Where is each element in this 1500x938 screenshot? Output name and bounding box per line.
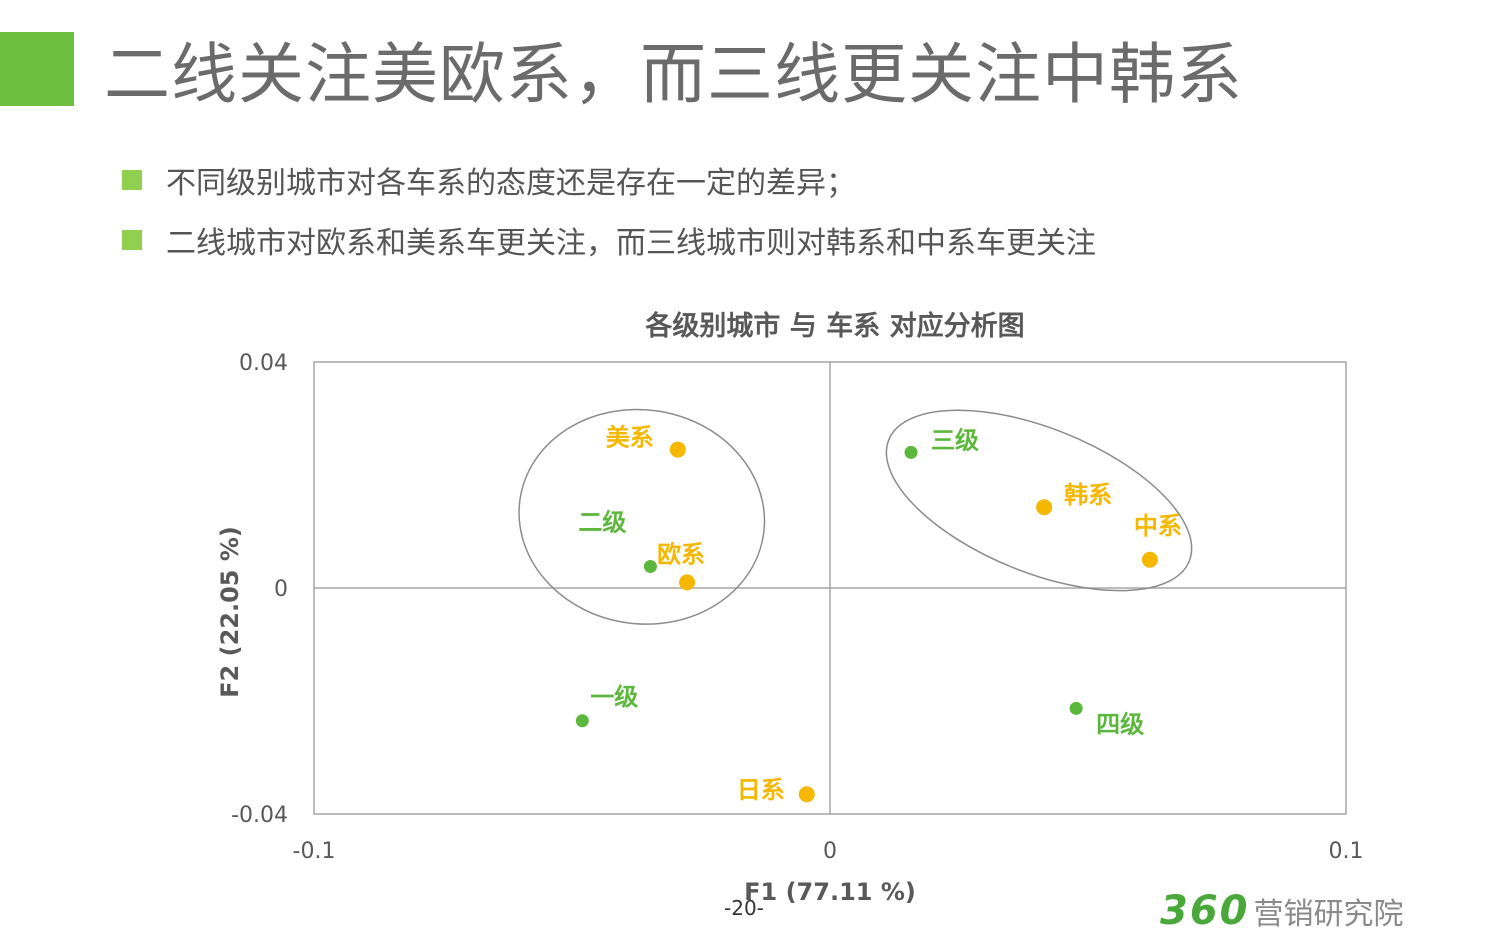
y-tick-label: 0 [274, 577, 288, 602]
data-point-label: 二级 [578, 509, 626, 537]
x-tick-label: 0 [823, 839, 837, 864]
x-tick-label: -0.1 [293, 839, 336, 864]
brand-text: 营销研究院 [1253, 897, 1404, 932]
y-tick-label: 0.04 [239, 351, 288, 376]
data-point [1036, 499, 1053, 516]
y-tick-label: -0.04 [231, 803, 288, 828]
bullet-text: 二线城市对欧系和美系车更关注，而三线城市则对韩系和中系车更关注 [166, 226, 1096, 261]
data-point [798, 786, 815, 803]
data-point-label: 一级 [590, 683, 638, 711]
x-tick-label: 0.1 [1329, 839, 1364, 864]
data-point [575, 714, 589, 728]
data-point [1069, 701, 1083, 715]
data-point [679, 574, 696, 591]
data-point-label: 三级 [931, 426, 979, 454]
cluster-ellipse [885, 409, 1193, 592]
data-point [669, 441, 686, 458]
data-point-label: 日系 [737, 776, 785, 804]
data-point-label: 四级 [1096, 710, 1144, 738]
page-title: 二线关注美欧系，而三线更关注中韩系 [104, 36, 1243, 113]
data-point-label: 欧系 [657, 540, 705, 568]
chart-title: 各级别城市 与 车系 对应分析图 [644, 310, 1024, 342]
bullet-square-icon [122, 230, 142, 250]
bullet-item: 二线城市对欧系和美系车更关注，而三线城市则对韩系和中系车更关注 [122, 210, 1096, 270]
bullet-square-icon [122, 170, 142, 190]
bullet-text: 不同级别城市对各车系的态度还是存在一定的差异； [166, 166, 856, 201]
bullet-list: 不同级别城市对各车系的态度还是存在一定的差异； 二线城市对欧系和美系车更关注，而… [122, 150, 1096, 270]
title-accent-block [0, 32, 74, 106]
page-number: -20- [724, 896, 764, 920]
data-point [904, 445, 918, 459]
data-point-label: 美系 [606, 424, 654, 452]
bullet-item: 不同级别城市对各车系的态度还是存在一定的差异； [122, 150, 1096, 210]
data-point [1141, 551, 1158, 568]
x-axis-label: F1 (77.11 %) [744, 878, 916, 906]
y-axis-label: F2 (22.05 %) [216, 526, 244, 698]
brand-number: 360 [1160, 888, 1250, 934]
data-point-label: 中系 [1134, 512, 1182, 540]
cluster-ellipse [518, 408, 766, 625]
brand-logo: 360 营销研究院 [1160, 888, 1404, 934]
data-point [643, 560, 657, 574]
data-point-label: 韩系 [1064, 481, 1112, 509]
